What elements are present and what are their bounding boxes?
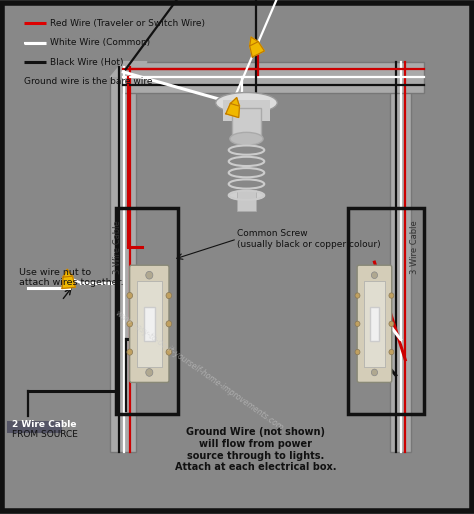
Polygon shape [250,42,264,57]
Text: Ground wire is the bare wire: Ground wire is the bare wire [24,77,152,86]
Bar [364,281,385,367]
Circle shape [166,321,172,327]
Circle shape [166,349,172,355]
Bar [223,100,270,121]
Text: Ground Wire (not shown)
will flow from power
source through to lights.
Attach at: Ground Wire (not shown) will flow from p… [175,427,337,472]
Bar [123,62,424,93]
Text: 3 Wire Cable: 3 Wire Cable [113,220,122,273]
Bar [370,307,379,341]
Text: Black Wire (Hot): Black Wire (Hot) [50,58,124,67]
Polygon shape [250,37,258,46]
Bar [137,281,162,367]
Circle shape [127,349,133,355]
Text: Common Screw
(usually black or copper colour): Common Screw (usually black or copper co… [237,229,381,249]
Polygon shape [230,98,239,106]
Bar [116,208,178,414]
Bar [7,421,62,433]
Ellipse shape [230,133,263,145]
Polygon shape [62,276,75,288]
Ellipse shape [216,93,277,113]
Circle shape [146,369,153,376]
Polygon shape [226,103,239,118]
Circle shape [355,321,360,326]
Circle shape [371,272,378,279]
Circle shape [355,293,360,298]
Bar [237,190,256,211]
Text: FROM SOURCE: FROM SOURCE [12,430,78,439]
Text: 2 Wire Cable: 2 Wire Cable [12,419,76,429]
Bar [232,108,261,139]
Bar [144,307,155,341]
Circle shape [389,321,394,326]
Polygon shape [110,62,147,77]
Circle shape [371,369,378,376]
Bar [348,208,424,414]
Text: Use wire nut to
attach wires together.: Use wire nut to attach wires together. [19,268,124,287]
Circle shape [127,321,133,327]
Circle shape [166,292,172,299]
Circle shape [389,293,394,298]
Text: 3 Wire Cable: 3 Wire Cable [410,220,419,273]
Bar [390,62,411,452]
Text: Red Wire (Traveler or Switch Wire): Red Wire (Traveler or Switch Wire) [50,19,205,28]
Text: www.easy-to-do-it-yourself-home-improvements.com: www.easy-to-do-it-yourself-home-improvem… [113,308,285,432]
Bar [110,77,137,452]
Text: White Wire (Common): White Wire (Common) [50,38,150,47]
FancyBboxPatch shape [130,265,169,382]
Circle shape [146,271,153,279]
Polygon shape [63,269,73,277]
FancyBboxPatch shape [357,265,392,382]
Circle shape [355,350,360,355]
Circle shape [389,350,394,355]
Circle shape [127,292,133,299]
Ellipse shape [228,191,264,200]
